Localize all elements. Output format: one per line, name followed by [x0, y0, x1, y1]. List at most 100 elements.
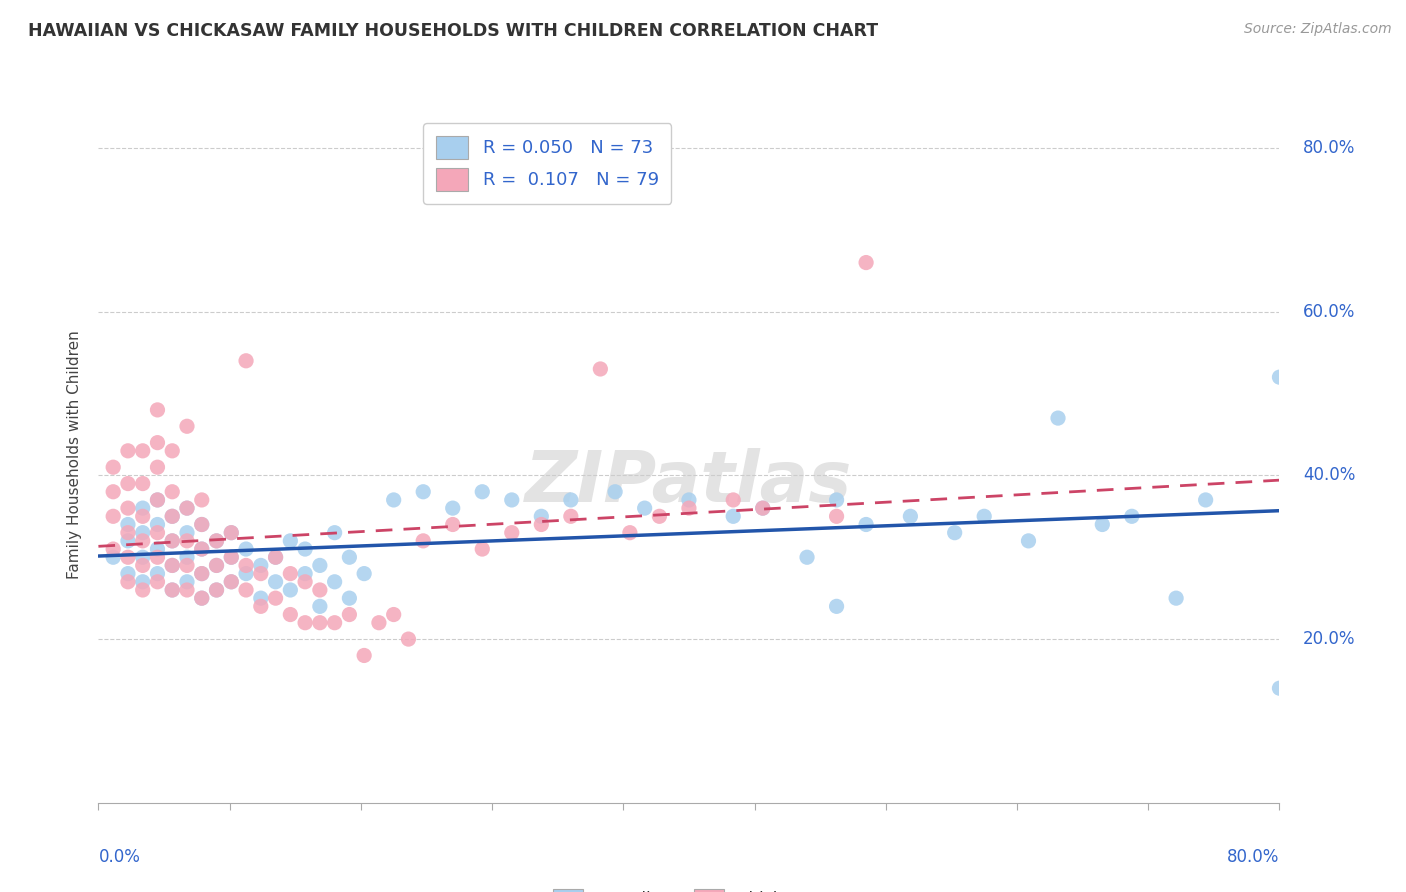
Point	[368, 615, 391, 630]
Point	[176, 574, 198, 589]
Point	[294, 574, 316, 589]
Point	[250, 599, 273, 614]
Point	[235, 558, 257, 573]
Point	[146, 542, 169, 557]
Point	[501, 525, 523, 540]
Point	[264, 591, 287, 606]
Point	[589, 362, 612, 376]
Point	[633, 501, 655, 516]
Point	[103, 460, 125, 475]
Point	[132, 533, 155, 548]
Point	[943, 525, 966, 540]
Point	[191, 591, 214, 606]
Point	[1017, 533, 1039, 548]
Point	[721, 509, 744, 524]
Point	[1195, 492, 1218, 507]
Point	[117, 517, 139, 532]
Point	[441, 501, 464, 516]
Point	[146, 566, 169, 581]
Point	[132, 509, 155, 524]
Point	[219, 525, 242, 540]
Point	[235, 566, 257, 581]
Point	[132, 525, 155, 540]
Point	[235, 353, 257, 368]
Point	[191, 542, 214, 557]
Point	[323, 615, 346, 630]
Point	[560, 509, 582, 524]
Point	[205, 558, 228, 573]
Point	[605, 484, 627, 499]
Point	[176, 558, 198, 573]
Point	[162, 484, 183, 499]
Point	[678, 492, 700, 507]
Point	[560, 492, 582, 507]
Point	[146, 525, 169, 540]
Point	[132, 574, 155, 589]
Point	[294, 566, 316, 581]
Text: 40.0%: 40.0%	[1303, 467, 1355, 484]
Point	[825, 492, 848, 507]
Point	[132, 582, 155, 597]
Point	[501, 492, 523, 507]
Point	[117, 443, 139, 458]
Point	[191, 542, 214, 557]
Text: ZIPatlas: ZIPatlas	[526, 449, 852, 517]
Point	[619, 525, 641, 540]
Point	[162, 509, 183, 524]
Point	[176, 525, 198, 540]
Point	[855, 255, 877, 269]
Point	[176, 582, 198, 597]
Point	[219, 550, 242, 565]
Point	[205, 582, 228, 597]
Point	[278, 582, 302, 597]
Point	[973, 509, 995, 524]
Point	[471, 484, 494, 499]
Point	[191, 492, 214, 507]
Point	[250, 566, 273, 581]
Point	[103, 484, 125, 499]
Point	[117, 533, 139, 548]
Point	[132, 443, 155, 458]
Point	[146, 492, 169, 507]
Text: 60.0%: 60.0%	[1303, 302, 1355, 321]
Point	[191, 566, 214, 581]
Text: 0.0%: 0.0%	[98, 847, 141, 866]
Point	[382, 492, 405, 507]
Point	[309, 615, 332, 630]
Point	[117, 574, 139, 589]
Point	[117, 550, 139, 565]
Point	[1268, 370, 1291, 384]
Point	[396, 632, 419, 646]
Point	[309, 558, 332, 573]
Point	[205, 533, 228, 548]
Point	[751, 501, 773, 516]
Point	[103, 509, 125, 524]
Point	[250, 558, 273, 573]
Point	[191, 566, 214, 581]
Point	[337, 607, 360, 622]
Point	[162, 533, 183, 548]
Point	[382, 607, 405, 622]
Point	[353, 648, 375, 663]
Point	[103, 550, 125, 565]
Point	[191, 517, 214, 532]
Point	[855, 517, 877, 532]
Point	[294, 542, 316, 557]
Point	[162, 533, 183, 548]
Y-axis label: Family Households with Children: Family Households with Children	[67, 331, 83, 579]
Point	[146, 492, 169, 507]
Point	[162, 509, 183, 524]
Point	[132, 476, 155, 491]
Text: Source: ZipAtlas.com: Source: ZipAtlas.com	[1244, 22, 1392, 37]
Point	[264, 574, 287, 589]
Text: HAWAIIAN VS CHICKASAW FAMILY HOUSEHOLDS WITH CHILDREN CORRELATION CHART: HAWAIIAN VS CHICKASAW FAMILY HOUSEHOLDS …	[28, 22, 879, 40]
Point	[264, 550, 287, 565]
Point	[117, 525, 139, 540]
Point	[1164, 591, 1187, 606]
Point	[412, 533, 434, 548]
Point	[219, 525, 242, 540]
Point	[219, 574, 242, 589]
Legend: Hawaiians, Chickasaw: Hawaiians, Chickasaw	[544, 880, 834, 892]
Point	[825, 599, 848, 614]
Point	[162, 582, 183, 597]
